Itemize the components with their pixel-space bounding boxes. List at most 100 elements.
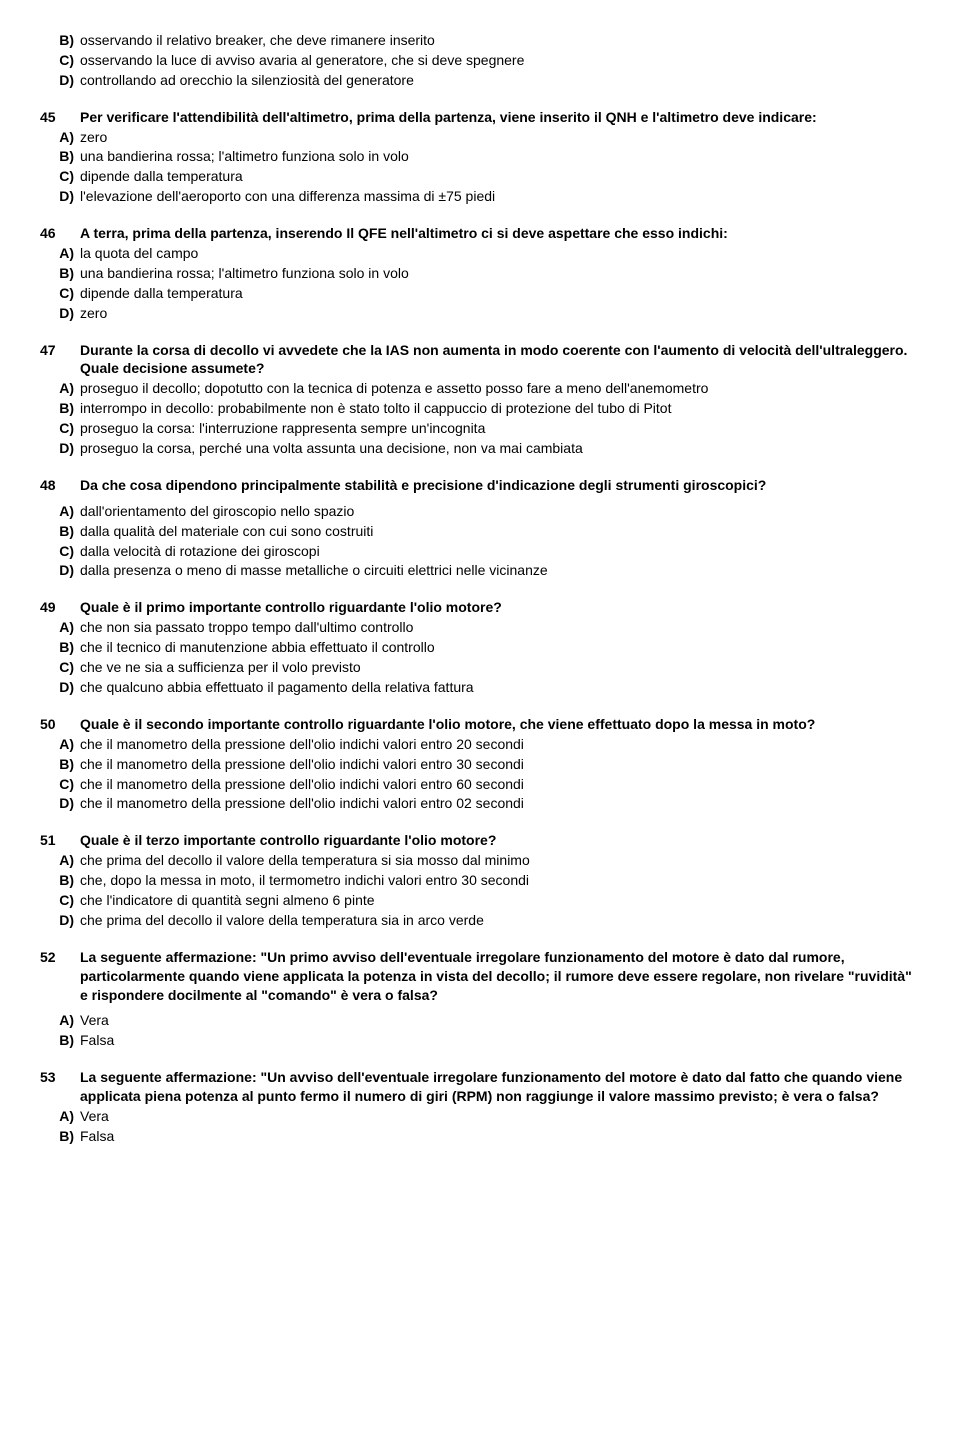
option-text: che prima del decollo il valore della te…: [80, 911, 920, 930]
option-text: controllando ad orecchio la silenziosità…: [80, 71, 920, 90]
option-label: D): [40, 439, 80, 458]
question-text: La seguente affermazione: "Un avviso del…: [80, 1068, 920, 1106]
options-group: A)la quota del campoB)una bandierina ros…: [40, 244, 920, 323]
question-number: 50: [40, 715, 80, 734]
option-text: che il tecnico di manutenzione abbia eff…: [80, 638, 920, 657]
option-row: A)Vera: [40, 1107, 920, 1126]
option-label: B): [40, 399, 80, 418]
options-group: A)zeroB)una bandierina rossa; l'altimetr…: [40, 128, 920, 207]
option-label: D): [40, 678, 80, 697]
option-label: A): [40, 618, 80, 637]
options-group: A)che prima del decollo il valore della …: [40, 851, 920, 930]
option-label: B): [40, 871, 80, 890]
question-text: La seguente affermazione: "Un primo avvi…: [80, 948, 920, 1005]
options-group: A)che non sia passato troppo tempo dall'…: [40, 618, 920, 697]
option-text: zero: [80, 128, 920, 147]
option-text: Vera: [80, 1011, 920, 1030]
option-text: che non sia passato troppo tempo dall'ul…: [80, 618, 920, 637]
option-label: A): [40, 851, 80, 870]
spacing: [40, 1004, 920, 1010]
option-row: C)che l'indicatore di quantità segni alm…: [40, 891, 920, 910]
option-text: zero: [80, 304, 920, 323]
option-row: B)Falsa: [40, 1031, 920, 1050]
question-number: 49: [40, 598, 80, 617]
option-row: A)la quota del campo: [40, 244, 920, 263]
option-label: C): [40, 658, 80, 677]
option-row: C)dipende dalla temperatura: [40, 167, 920, 186]
option-label: A): [40, 379, 80, 398]
question-text: Durante la corsa di decollo vi avvedete …: [80, 341, 920, 379]
option-text: Vera: [80, 1107, 920, 1126]
option-row: B)che, dopo la messa in moto, il termome…: [40, 871, 920, 890]
question-row: 51Quale è il terzo importante controllo …: [40, 831, 920, 850]
option-label: B): [40, 31, 80, 50]
options-group: A)che il manometro della pressione dell'…: [40, 735, 920, 814]
option-row: C)dalla velocità di rotazione dei girosc…: [40, 542, 920, 561]
option-text: osservando la luce di avviso avaria al g…: [80, 51, 920, 70]
option-text: Falsa: [80, 1031, 920, 1050]
option-label: A): [40, 1107, 80, 1126]
option-label: C): [40, 284, 80, 303]
option-text: dalla qualità del materiale con cui sono…: [80, 522, 920, 541]
option-row: A)che non sia passato troppo tempo dall'…: [40, 618, 920, 637]
question-block: 50Quale è il secondo importante controll…: [40, 715, 920, 813]
option-text: la quota del campo: [80, 244, 920, 263]
question-block: B)osservando il relativo breaker, che de…: [40, 31, 920, 90]
question-text: Per verificare l'attendibilità dell'alti…: [80, 108, 920, 127]
option-text: che il manometro della pressione dell'ol…: [80, 755, 920, 774]
document-container: B)osservando il relativo breaker, che de…: [40, 31, 920, 1146]
option-label: B): [40, 638, 80, 657]
option-text: una bandierina rossa; l'altimetro funzio…: [80, 264, 920, 283]
option-label: B): [40, 522, 80, 541]
option-text: dipende dalla temperatura: [80, 167, 920, 186]
option-row: B)osservando il relativo breaker, che de…: [40, 31, 920, 50]
question-row: 48Da che cosa dipendono principalmente s…: [40, 476, 920, 495]
question-block: 45Per verificare l'attendibilità dell'al…: [40, 108, 920, 206]
option-label: C): [40, 891, 80, 910]
option-text: che ve ne sia a sufficienza per il volo …: [80, 658, 920, 677]
option-text: dalla velocità di rotazione dei giroscop…: [80, 542, 920, 561]
option-text: proseguo la corsa, perché una volta assu…: [80, 439, 920, 458]
option-text: interrompo in decollo: probabilmente non…: [80, 399, 920, 418]
option-label: D): [40, 187, 80, 206]
question-text: Quale è il terzo importante controllo ri…: [80, 831, 920, 850]
question-number: 53: [40, 1068, 80, 1087]
option-row: C)che ve ne sia a sufficienza per il vol…: [40, 658, 920, 677]
option-label: C): [40, 419, 80, 438]
option-text: dalla presenza o meno di masse metallich…: [80, 561, 920, 580]
option-label: D): [40, 911, 80, 930]
option-row: C)che il manometro della pressione dell'…: [40, 775, 920, 794]
option-text: dall'orientamento del giroscopio nello s…: [80, 502, 920, 521]
question-number: 46: [40, 224, 80, 243]
question-number: 48: [40, 476, 80, 495]
question-block: 46A terra, prima della partenza, inseren…: [40, 224, 920, 322]
question-block: 49Quale è il primo importante controllo …: [40, 598, 920, 696]
question-row: 46A terra, prima della partenza, inseren…: [40, 224, 920, 243]
option-label: B): [40, 755, 80, 774]
option-label: C): [40, 51, 80, 70]
option-row: A)che prima del decollo il valore della …: [40, 851, 920, 870]
question-text: Da che cosa dipendono principalmente sta…: [80, 476, 920, 495]
question-number: 52: [40, 948, 80, 967]
option-row: C)dipende dalla temperatura: [40, 284, 920, 303]
option-row: A)Vera: [40, 1011, 920, 1030]
option-text: che qualcuno abbia effettuato il pagamen…: [80, 678, 920, 697]
option-label: D): [40, 561, 80, 580]
option-text: osservando il relativo breaker, che deve…: [80, 31, 920, 50]
question-row: 50Quale è il secondo importante controll…: [40, 715, 920, 734]
question-block: 48Da che cosa dipendono principalmente s…: [40, 476, 920, 580]
question-text: Quale è il secondo importante controllo …: [80, 715, 920, 734]
option-label: C): [40, 542, 80, 561]
option-text: che l'indicatore di quantità segni almen…: [80, 891, 920, 910]
option-label: B): [40, 1031, 80, 1050]
question-row: 49Quale è il primo importante controllo …: [40, 598, 920, 617]
question-block: 47Durante la corsa di decollo vi avvedet…: [40, 341, 920, 458]
option-row: B)una bandierina rossa; l'altimetro funz…: [40, 264, 920, 283]
option-text: che prima del decollo il valore della te…: [80, 851, 920, 870]
option-label: C): [40, 167, 80, 186]
option-label: D): [40, 71, 80, 90]
question-row: 53La seguente affermazione: "Un avviso d…: [40, 1068, 920, 1106]
option-row: D)zero: [40, 304, 920, 323]
option-text: che il manometro della pressione dell'ol…: [80, 794, 920, 813]
option-row: A)dall'orientamento del giroscopio nello…: [40, 502, 920, 521]
